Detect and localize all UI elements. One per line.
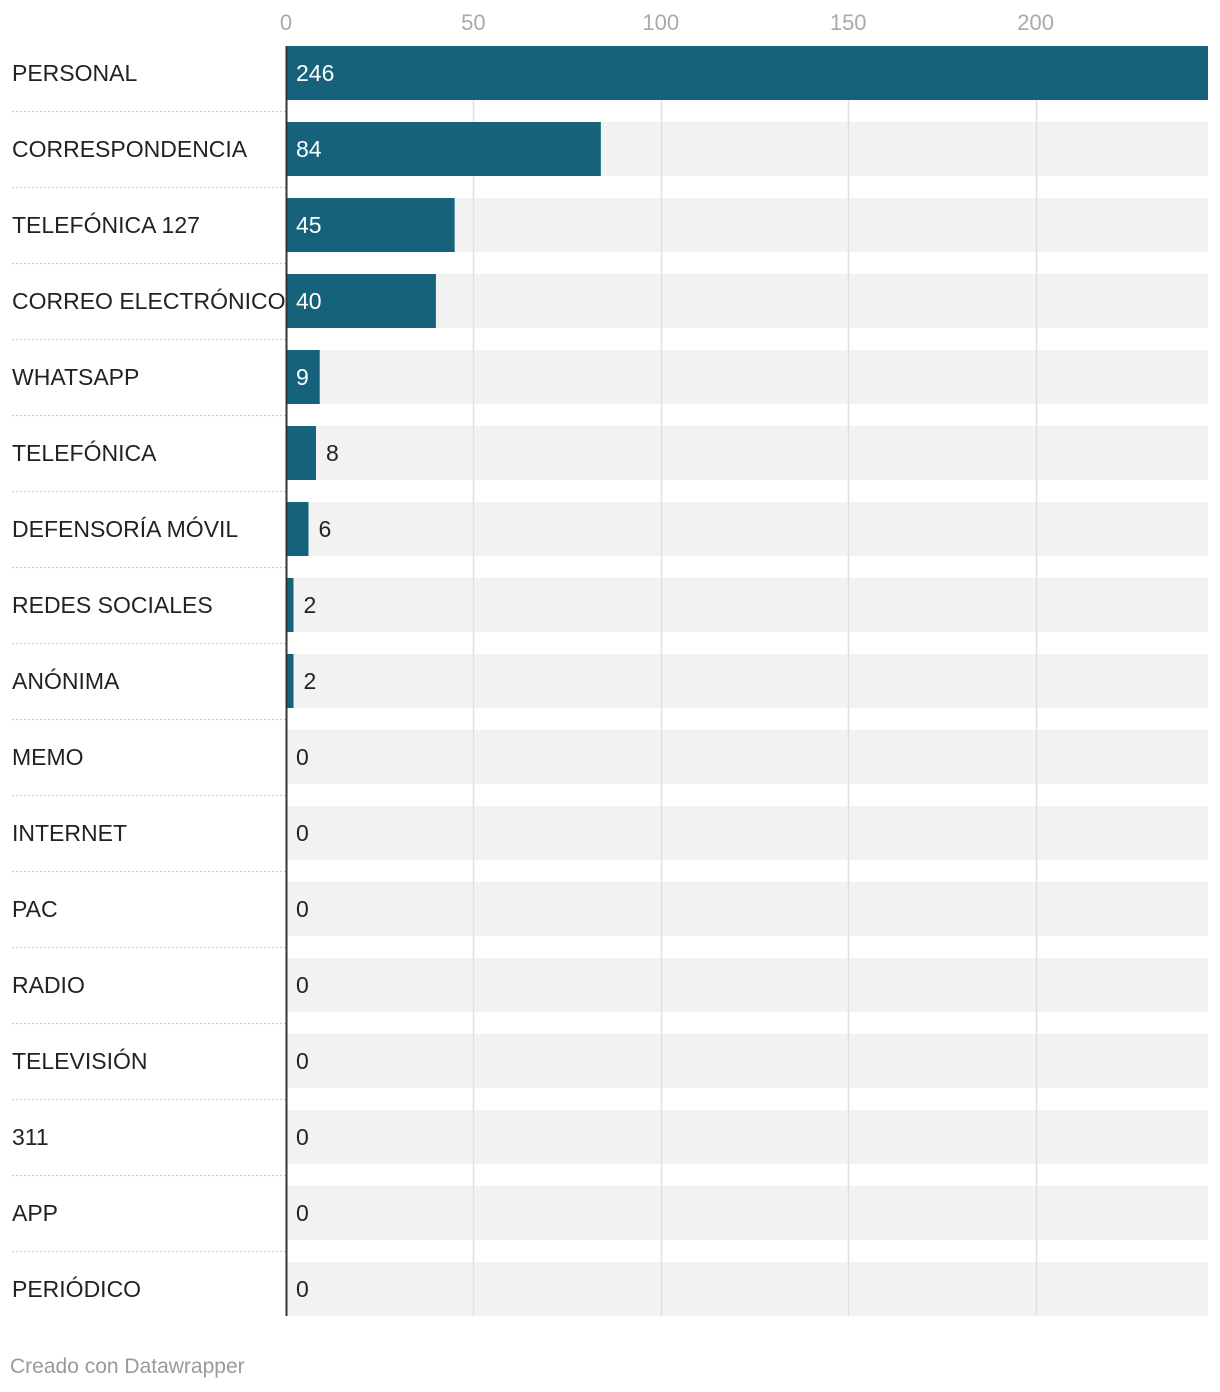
bar-chart: 0 50 100 150 200PERSONALCORRESPONDENCIATELEF… — [12, 10, 1208, 1316]
category-label: CORREO ELECTRÓNICO — [12, 288, 285, 314]
bar-track — [286, 502, 1208, 556]
x-tick-label: 50 — [461, 10, 485, 35]
bar-track — [286, 958, 1208, 1012]
bar-tracks — [286, 46, 1208, 1316]
category-label: DEFENSORÍA MÓVIL — [12, 516, 238, 542]
category-label: INTERNET — [12, 820, 127, 846]
value-label: 9 — [296, 364, 309, 390]
value-label: 40 — [296, 288, 322, 314]
value-label: 0 — [296, 972, 309, 998]
category-label: TELEFÓNICA 127 — [12, 212, 200, 238]
bar-track — [286, 654, 1208, 708]
category-label: REDES SOCIALES — [12, 592, 213, 618]
x-tick-label: 0 — [280, 10, 292, 35]
bar-track — [286, 1262, 1208, 1316]
category-labels: PERSONAL CORRESPONDENCIA TELEFÓNICA 127 COR… — [12, 60, 285, 1302]
gridlines — [472, 46, 1038, 1316]
bar-track — [286, 1034, 1208, 1088]
category-label: PERIÓDICO — [12, 1276, 141, 1302]
bar — [286, 502, 309, 556]
category-label: CORRESPONDENCIA — [12, 136, 248, 162]
bar — [286, 654, 294, 708]
value-label: 2 — [303, 668, 316, 694]
credit-text: Creado con Datawrapper — [10, 1355, 245, 1378]
bars — [286, 46, 1208, 708]
bar-track — [286, 806, 1208, 860]
bar — [286, 122, 601, 176]
value-label: 6 — [318, 516, 331, 542]
category-label: 311 — [12, 1124, 49, 1150]
value-label: 45 — [296, 212, 322, 238]
x-tick-label: 150 — [830, 10, 867, 35]
bar — [286, 46, 1208, 100]
bar — [286, 198, 455, 252]
value-label: 84 — [296, 136, 322, 162]
bar — [286, 350, 320, 404]
x-tick-label: 200 — [1017, 10, 1054, 35]
bar-track — [286, 1186, 1208, 1240]
bar-track — [286, 274, 1208, 328]
bar — [286, 274, 436, 328]
value-label: 0 — [296, 1276, 309, 1302]
category-label: MEMO — [12, 744, 84, 770]
bar-track — [286, 1110, 1208, 1164]
value-label: 0 — [296, 820, 309, 846]
category-label: TELEFÓNICA — [12, 440, 157, 466]
category-label: ANÓNIMA — [12, 668, 120, 694]
value-label: 0 — [296, 1200, 309, 1226]
bar — [286, 426, 316, 480]
value-label: 0 — [296, 744, 309, 770]
category-label: TELEVISIÓN — [12, 1048, 147, 1074]
value-label: 246 — [296, 60, 334, 86]
value-label: 0 — [296, 896, 309, 922]
value-label: 0 — [296, 1124, 309, 1150]
category-label: PERSONAL — [12, 60, 137, 86]
value-label: 2 — [303, 592, 316, 618]
value-labels: 246 84 45 40 9 8 6 2 2 0 0 0 0 0 0 0 0 — [296, 60, 339, 1302]
category-label: APP — [12, 1200, 58, 1226]
category-label: WHATSAPP — [12, 364, 139, 390]
bar-track — [286, 578, 1208, 632]
category-label: PAC — [12, 896, 58, 922]
value-label: 8 — [326, 440, 339, 466]
bar — [286, 578, 294, 632]
bar-track — [286, 882, 1208, 936]
bar-track — [286, 426, 1208, 480]
x-tick-label: 100 — [642, 10, 679, 35]
value-label: 0 — [296, 1048, 309, 1074]
row-separators — [12, 110, 286, 1253]
category-label: RADIO — [12, 972, 85, 998]
bar-track — [286, 730, 1208, 784]
bar-track — [286, 350, 1208, 404]
x-tick-labels: 0 50 100 150 200 — [280, 10, 1054, 35]
